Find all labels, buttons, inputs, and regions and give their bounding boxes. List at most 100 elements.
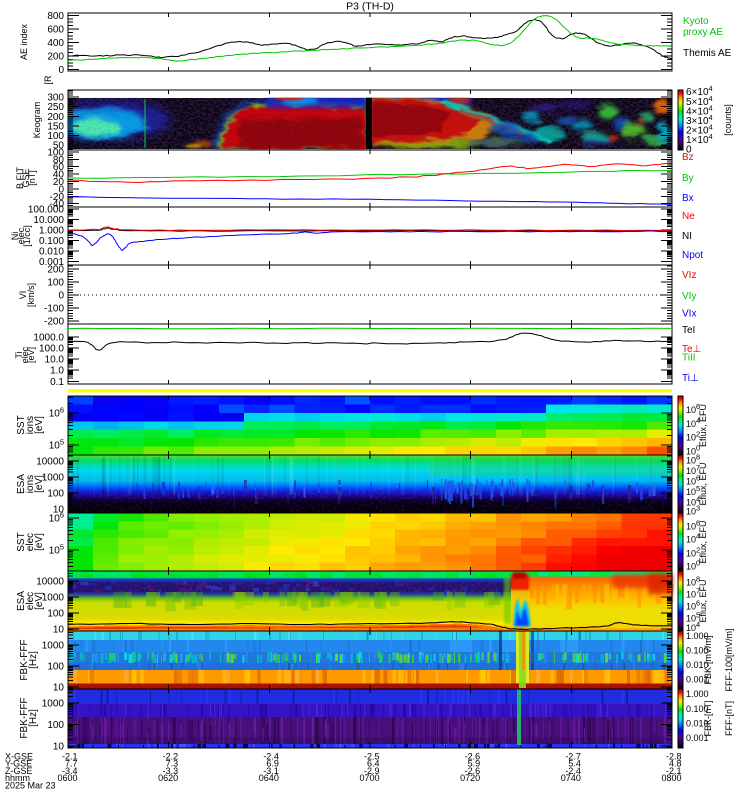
svg-text:VIx: VIx xyxy=(682,309,696,320)
svg-text:FBK-FFF: FBK-FFF xyxy=(19,639,30,680)
svg-text:100: 100 xyxy=(47,662,64,673)
svg-text:0.1: 0.1 xyxy=(50,377,64,388)
svg-text:10: 10 xyxy=(53,625,65,636)
svg-text:100.0: 100.0 xyxy=(39,344,64,355)
svg-text:NI: NI xyxy=(682,231,692,242)
svg-text:-2.7: -2.7 xyxy=(565,752,581,762)
svg-text:0720: 0720 xyxy=(460,773,480,783)
svg-text:elec: elec xyxy=(25,592,36,610)
svg-text:By: By xyxy=(682,173,694,184)
svg-text:Kyoto: Kyoto xyxy=(683,16,709,27)
svg-text:Npot: Npot xyxy=(682,250,703,261)
svg-text:[eV]: [eV] xyxy=(34,592,45,610)
svg-text:0: 0 xyxy=(686,145,692,156)
svg-text:[eV]: [eV] xyxy=(34,416,45,434)
svg-text:ESA: ESA xyxy=(16,591,27,611)
svg-text:-2.1: -2.1 xyxy=(62,752,78,762)
svg-text:Ti⊥: Ti⊥ xyxy=(682,373,699,384)
svg-text:105: 105 xyxy=(49,543,64,557)
svg-text:FBK-[mV/m]: FBK-[mV/m] xyxy=(703,636,713,685)
svg-text:Ti: Ti xyxy=(14,351,24,358)
svg-text:-2.8: -2.8 xyxy=(666,752,682,762)
svg-text:250: 250 xyxy=(47,102,64,113)
svg-text:ions: ions xyxy=(25,416,36,434)
svg-text:B FIT: B FIT xyxy=(15,166,25,189)
svg-text:0.010: 0.010 xyxy=(39,247,64,258)
svg-text:1000: 1000 xyxy=(42,473,65,484)
svg-text:100: 100 xyxy=(47,277,64,288)
svg-text:100: 100 xyxy=(47,131,64,142)
svg-text:[eV]: [eV] xyxy=(34,533,45,551)
svg-text:0.001: 0.001 xyxy=(39,257,64,268)
svg-text:1.000: 1.000 xyxy=(686,689,709,699)
svg-text:FBK-[nT]: FBK-[nT] xyxy=(703,700,713,736)
svg-text:60: 60 xyxy=(53,162,65,173)
svg-text:0: 0 xyxy=(58,291,64,302)
svg-text:100: 100 xyxy=(47,609,64,620)
svg-text:10000: 10000 xyxy=(36,457,64,468)
svg-text:Te⊥: Te⊥ xyxy=(682,344,701,355)
svg-text:105: 105 xyxy=(49,438,64,452)
svg-text:[eV]: [eV] xyxy=(34,475,45,493)
svg-text:106: 106 xyxy=(49,511,64,525)
svg-text:6.4: 6.4 xyxy=(367,759,380,769)
svg-text:-3.1: -3.1 xyxy=(263,766,279,776)
svg-text:ESA: ESA xyxy=(16,474,27,494)
svg-text:10: 10 xyxy=(53,683,65,694)
svg-text:200: 200 xyxy=(47,112,64,123)
svg-text:[R: [R xyxy=(43,75,53,85)
svg-text:100.000: 100.000 xyxy=(28,204,65,215)
svg-text:2025 Mar 23: 2025 Mar 23 xyxy=(5,781,56,791)
svg-text:Bz: Bz xyxy=(682,152,694,163)
svg-text:106: 106 xyxy=(49,406,64,420)
svg-text:-2.5: -2.5 xyxy=(364,752,380,762)
svg-text:2×104: 2×104 xyxy=(686,122,713,136)
svg-text:0.010: 0.010 xyxy=(686,660,709,670)
svg-text:100: 100 xyxy=(47,720,64,731)
svg-text:800: 800 xyxy=(47,11,64,22)
svg-text:FBK-FFF: FBK-FFF xyxy=(19,697,30,738)
svg-text:elec: elec xyxy=(25,533,36,551)
svg-text:5.9: 5.9 xyxy=(468,759,481,769)
svg-text:SST: SST xyxy=(16,532,27,551)
svg-text:-3.3: -3.3 xyxy=(163,766,179,776)
svg-text:150: 150 xyxy=(47,121,64,132)
svg-text:1000: 1000 xyxy=(42,699,65,710)
svg-text:0.001: 0.001 xyxy=(686,675,709,685)
svg-text:Eflux, EFU: Eflux, EFU xyxy=(698,462,708,505)
svg-text:10: 10 xyxy=(53,505,65,516)
svg-text:-200: -200 xyxy=(44,317,64,328)
svg-text:7.3: 7.3 xyxy=(166,759,179,769)
svg-text:Ne: Ne xyxy=(682,211,695,222)
svg-text:[counts]: [counts] xyxy=(723,104,733,136)
svg-text:-2.6: -2.6 xyxy=(465,766,481,776)
svg-text:TeI: TeI xyxy=(682,325,695,336)
svg-text:0700: 0700 xyxy=(359,773,379,783)
svg-text:Z-GSE: Z-GSE xyxy=(5,766,33,776)
svg-text:200: 200 xyxy=(47,264,64,275)
svg-text:-3.4: -3.4 xyxy=(62,766,78,776)
svg-text:0: 0 xyxy=(58,65,64,76)
svg-text:10: 10 xyxy=(53,742,65,753)
svg-text:-2.1: -2.1 xyxy=(666,766,682,776)
svg-text:-2.6: -2.6 xyxy=(465,752,481,762)
svg-text:[Hz]: [Hz] xyxy=(28,651,39,669)
svg-text:-40: -40 xyxy=(50,199,65,210)
svg-text:SST: SST xyxy=(16,415,27,434)
svg-text:VIy: VIy xyxy=(682,291,696,302)
svg-text:1000: 1000 xyxy=(42,593,65,604)
svg-text:7.7: 7.7 xyxy=(65,759,78,769)
svg-text:200: 200 xyxy=(47,52,64,63)
svg-text:4×104: 4×104 xyxy=(686,103,713,117)
svg-text:GSE: GSE xyxy=(21,168,31,187)
svg-text:50: 50 xyxy=(53,141,65,152)
svg-text:Bx: Bx xyxy=(682,193,694,204)
svg-text:P3 (TH-D): P3 (TH-D) xyxy=(346,1,394,13)
svg-text:Ni: Ni xyxy=(10,232,20,241)
svg-text:0800: 0800 xyxy=(661,773,681,783)
svg-text:-100: -100 xyxy=(44,304,64,315)
svg-text:Y-GSE: Y-GSE xyxy=(5,759,32,769)
svg-text:-2.4: -2.4 xyxy=(263,752,279,762)
svg-text:1.000: 1.000 xyxy=(39,225,64,236)
svg-text:10.000: 10.000 xyxy=(33,215,64,226)
